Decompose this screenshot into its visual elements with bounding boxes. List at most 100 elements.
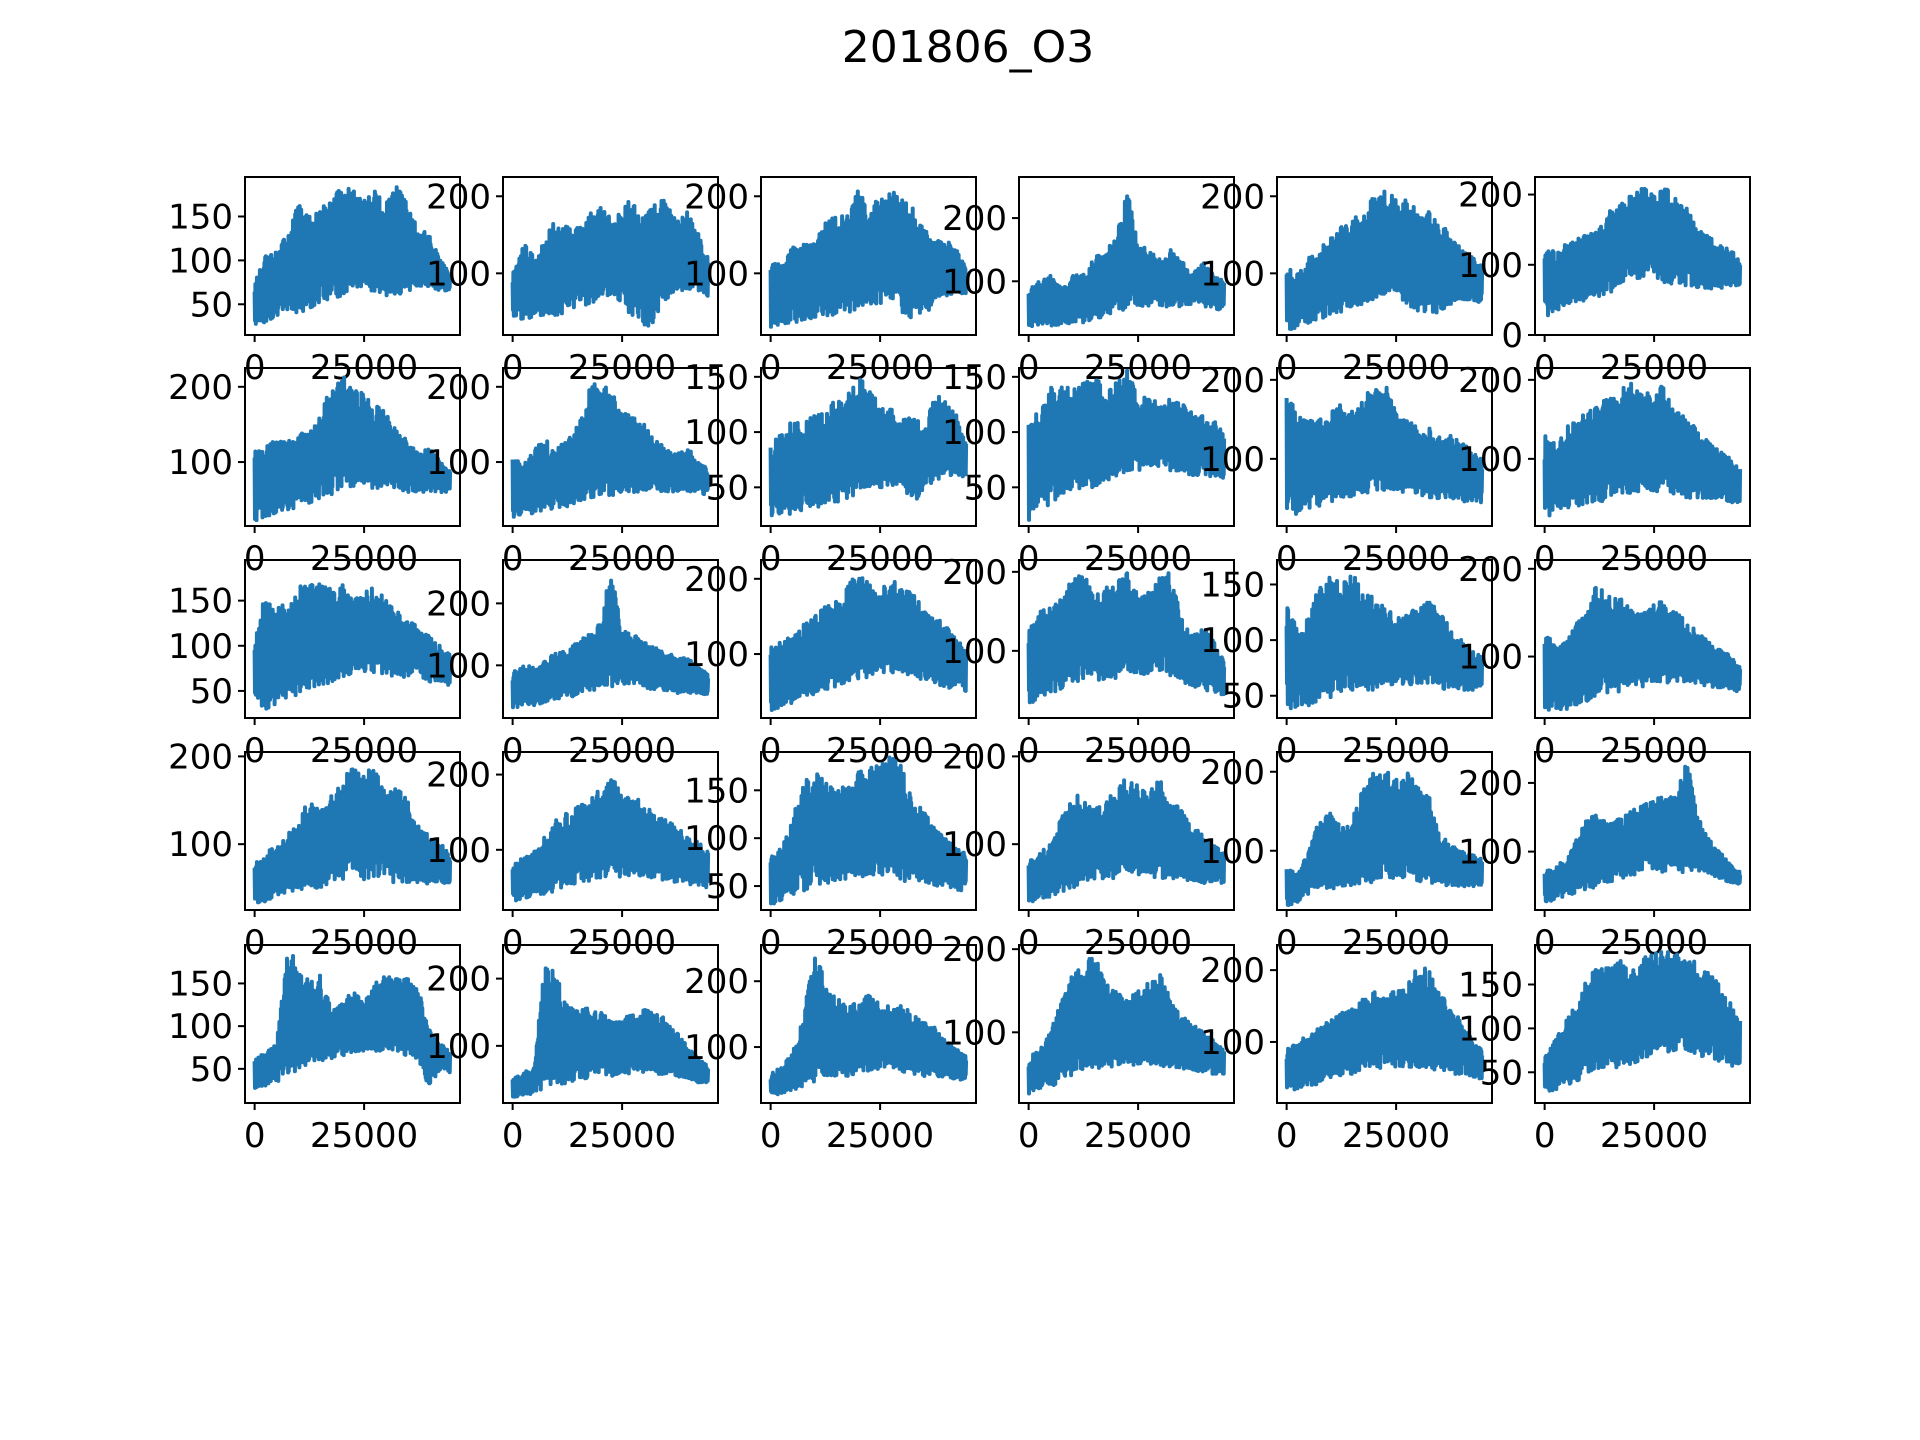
y-tick-label: 100 [426,831,491,871]
y-tick-label: 100 [168,825,233,865]
y-tick-label: 100 [1200,254,1265,294]
y-tick-label: 150 [684,771,749,811]
axes-frame [1018,367,1235,527]
x-tick-label: 25000 [568,1116,676,1156]
y-tick-label: 150 [1458,966,1523,1006]
y-tick-label: 100 [426,254,491,294]
axes-frame [502,176,719,336]
y-tick-label: 200 [1200,753,1265,793]
y-tick-label: 150 [168,964,233,1004]
y-tick-label: 100 [1200,832,1265,872]
axes-frame [760,559,977,719]
x-tick-label: 0 [1276,1116,1298,1156]
axes-frame [760,176,977,336]
axes-frame [502,367,719,527]
series-line [252,954,453,1090]
y-tick-label: 200 [1458,361,1523,401]
x-tick-label: 0 [502,923,524,963]
y-tick-label: 200 [684,560,749,600]
axes-frame [1534,751,1751,911]
y-tick-label: 150 [168,198,233,238]
x-tick-label: 25000 [1342,923,1450,963]
x-tick-label: 0 [1534,1116,1556,1156]
y-tick-label: 100 [168,241,233,281]
x-tick-label: 25000 [310,923,418,963]
axes-frame [1276,751,1493,911]
y-tick-label: 0 [1501,316,1523,356]
y-tick-label: 100 [1458,246,1523,286]
y-tick-label: 100 [426,1027,491,1067]
subplot-5-2: 100 200 0 25000 [426,944,719,1156]
y-tick-label: 50 [1222,677,1265,717]
series-line [1026,194,1227,329]
series-line [252,582,453,711]
y-tick-label: 200 [1458,764,1523,804]
axes-frame [244,944,461,1104]
y-tick-label: 200 [426,756,491,796]
axes-frame [502,944,719,1104]
axes-frame [1018,944,1235,1104]
axes-frame [760,751,977,911]
y-tick-label: 50 [964,468,1007,508]
series-line [768,956,969,1097]
subplot-4-1: 100 200 0 25000 [168,737,461,963]
series-line [510,382,711,519]
x-tick-label: 0 [1018,923,1040,963]
axes-frame [760,367,977,527]
y-tick-label: 200 [942,199,1007,239]
y-tick-label: 200 [426,368,491,408]
x-tick-label: 0 [1018,1116,1040,1156]
series-line [252,185,453,326]
y-tick-label: 200 [168,368,233,408]
y-tick-label: 200 [168,737,233,777]
y-tick-label: 100 [942,825,1007,865]
y-tick-label: 100 [684,413,749,453]
axes-frame [1018,559,1235,719]
series-line [1542,950,1743,1093]
subplot-4-5: 100 200 0 25000 [1200,751,1493,963]
figure-title: 201806_O3 [842,22,1095,73]
axes-frame [1534,559,1751,719]
y-tick-label: 100 [1458,833,1523,873]
axes-frame [502,751,719,911]
series-line [1026,778,1227,904]
axes-frame [1276,944,1493,1104]
x-tick-label: 25000 [568,923,676,963]
y-tick-label: 100 [942,413,1007,453]
series-line [510,578,711,710]
series-line [768,755,969,906]
y-tick-label: 200 [942,553,1007,593]
x-tick-label: 0 [1276,923,1298,963]
x-tick-label: 25000 [1600,1116,1708,1156]
y-tick-label: 200 [1200,951,1265,991]
series-line [768,377,969,518]
subplot-5-3: 100 200 0 25000 [684,944,977,1156]
y-tick-label: 200 [426,584,491,624]
subplot-4-4: 100 200 0 25000 [942,737,1235,963]
y-tick-label: 200 [684,177,749,217]
y-tick-label: 200 [684,962,749,1002]
y-tick-label: 50 [190,285,233,325]
y-tick-label: 50 [706,867,749,907]
y-tick-label: 200 [1200,361,1265,401]
x-tick-label: 25000 [1084,923,1192,963]
axes-frame [244,176,461,336]
y-tick-label: 200 [426,177,491,217]
x-tick-label: 25000 [310,1116,418,1156]
series-line [1542,381,1743,518]
y-tick-label: 50 [190,1050,233,1090]
x-tick-label: 0 [1534,923,1556,963]
x-tick-label: 25000 [826,1116,934,1156]
series-line [1284,189,1485,331]
y-tick-label: 100 [1458,440,1523,480]
y-tick-label: 200 [1458,550,1523,590]
x-tick-label: 25000 [1084,1116,1192,1156]
series-line [252,767,453,905]
x-tick-label: 0 [244,923,266,963]
y-tick-label: 100 [1458,1009,1523,1049]
y-tick-label: 200 [426,960,491,1000]
axes-frame [1276,367,1493,527]
